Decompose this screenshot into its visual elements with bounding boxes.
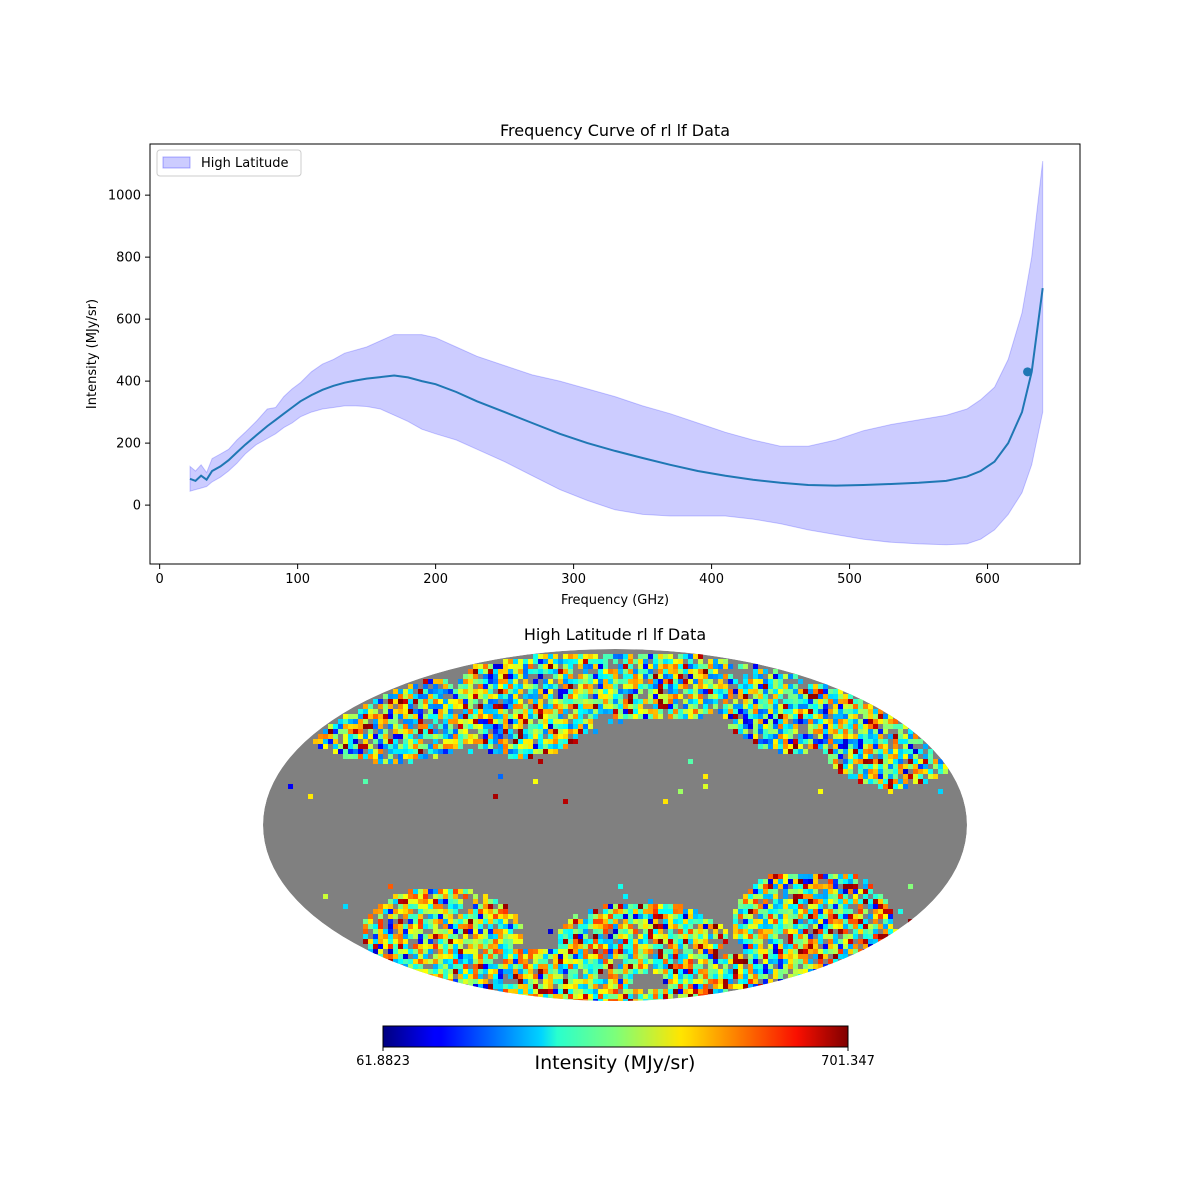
- x-tick-label: 600: [975, 572, 1000, 587]
- chart-title: Frequency Curve of rl lf Data: [500, 121, 730, 140]
- y-axis-ticks: 0 200 400 600 800 1000: [108, 189, 150, 514]
- colorbar-gradient: [382, 1025, 849, 1048]
- map-title: High Latitude rl lf Data: [524, 625, 706, 644]
- x-tick-label: 500: [837, 572, 862, 587]
- x-tick-label: 400: [699, 572, 724, 587]
- y-tick-label: 0: [133, 499, 141, 514]
- colorbar-label: Intensity (MJy/sr): [535, 1052, 696, 1074]
- legend-swatch: [162, 156, 191, 169]
- x-axis-ticks: 0 100 200 300 400 500 600: [156, 564, 1000, 587]
- y-tick-label: 400: [116, 375, 141, 390]
- x-axis-label: Frequency (GHz): [561, 593, 669, 608]
- map-projection: [263, 649, 967, 1001]
- y-tick-label: 600: [116, 313, 141, 328]
- y-tick-label: 800: [116, 251, 141, 266]
- mean-line: [189, 287, 1044, 487]
- confidence-band: [189, 160, 1044, 546]
- colorbar-max-label: 701.347: [821, 1054, 875, 1069]
- legend: High Latitude: [156, 149, 302, 177]
- x-tick-label: 0: [156, 572, 164, 587]
- x-tick-label: 100: [285, 572, 310, 587]
- sky-pixels: [288, 654, 948, 1001]
- y-tick-label: 200: [116, 437, 141, 452]
- frequency-chart: Frequency Curve of rl lf Data 0 100 200 300…: [85, 121, 1081, 608]
- x-tick-label: 200: [423, 572, 448, 587]
- sky-map: High Latitude rl lf Data 61.8823 701.347…: [263, 625, 967, 1074]
- legend-box: [156, 149, 302, 177]
- colorbar: 61.8823 701.347 Intensity (MJy/sr): [356, 1025, 875, 1074]
- y-axis-label: Intensity (MJy/sr): [85, 299, 100, 409]
- x-tick-label: 300: [561, 572, 586, 587]
- colorbar-min-label: 61.8823: [356, 1054, 410, 1069]
- legend-label: High Latitude: [201, 156, 289, 171]
- plot-area: [189, 160, 1044, 546]
- plot-frame: [149, 143, 1081, 565]
- highlight-marker: [1023, 367, 1033, 377]
- y-tick-label: 1000: [108, 189, 141, 204]
